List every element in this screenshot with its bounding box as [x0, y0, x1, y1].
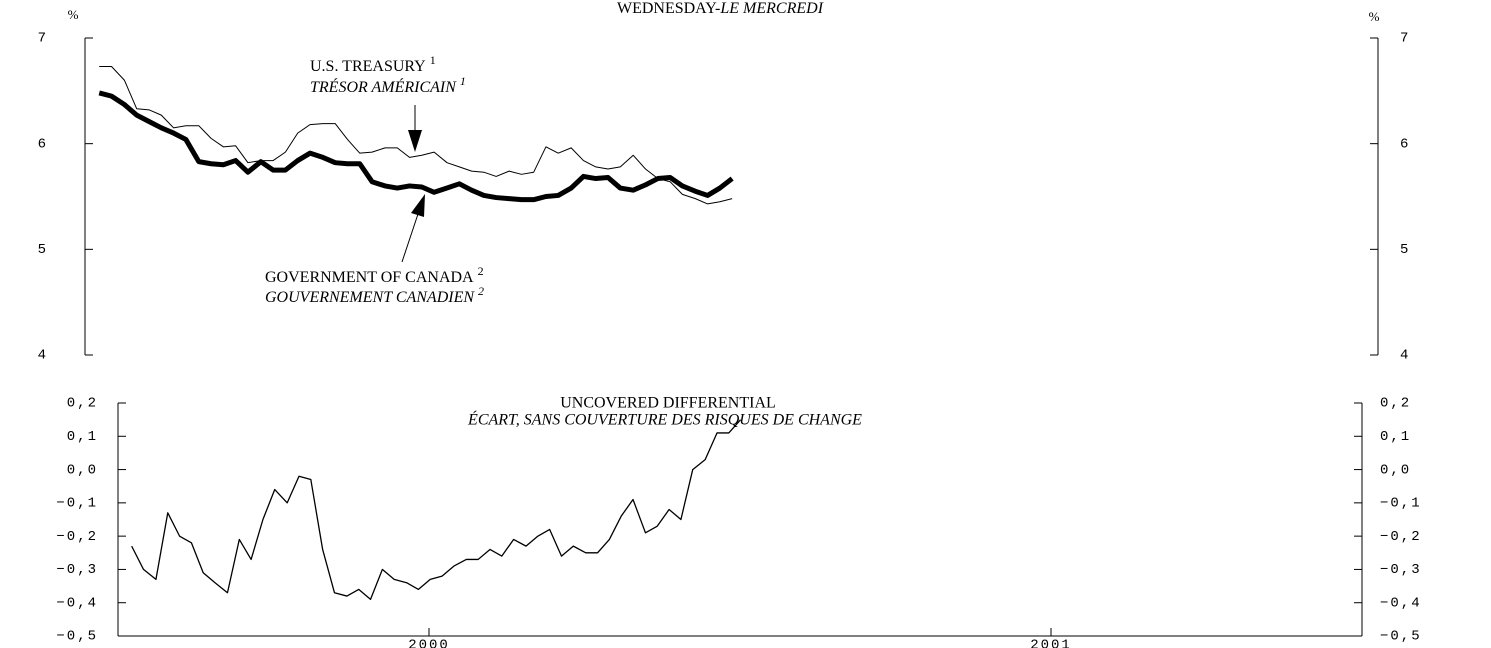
- x-tick-label: 2000: [408, 638, 450, 648]
- title-en: WEDNESDAY-: [617, 0, 720, 17]
- y-tick-label: −0,1: [56, 496, 98, 512]
- y-tick-label: 4: [1400, 348, 1410, 364]
- y-tick-label: 6: [1400, 136, 1410, 152]
- series-line: [98, 90, 734, 203]
- title-fr: LE MERCREDI: [719, 0, 823, 17]
- arrow-head: [408, 130, 422, 152]
- y-tick-label: 4: [38, 348, 48, 364]
- series-line: [99, 66, 733, 205]
- y-tick-label: −0,5: [56, 629, 98, 645]
- y-tick-label: −0,1: [1380, 496, 1422, 512]
- chart-title: WEDNESDAY-LE MERCREDI: [617, 0, 824, 17]
- y-tick-label: 0,1: [67, 429, 98, 445]
- y-tick-label: −0,4: [1380, 595, 1422, 611]
- unit-label: %: [1369, 9, 1380, 24]
- y-tick-label: 0,0: [1380, 462, 1411, 478]
- annotation: TRÉSOR AMÉRICAIN 1: [310, 74, 466, 96]
- annotation: GOUVERNEMENT CANADIEN 2: [265, 284, 484, 306]
- series-label: GOUVERNEMENT CANADIEN: [265, 289, 475, 306]
- y-tick-label: −0,3: [56, 562, 98, 578]
- y-tick-label: −0,3: [1380, 562, 1422, 578]
- arrow-head: [411, 194, 425, 217]
- y-tick-label: 0,2: [1380, 396, 1411, 412]
- note: 1: [460, 74, 466, 88]
- y-tick-label: −0,2: [1380, 529, 1422, 545]
- arrow: [401, 213, 419, 263]
- series-line: [131, 419, 742, 601]
- series-label: TRÉSOR AMÉRICAIN: [310, 77, 457, 96]
- chart-subtitle: ÉCART, SANS COUVERTURE DES RISQUES DE CH…: [467, 410, 862, 429]
- y-tick-label: 7: [1400, 31, 1410, 47]
- y-tick-label: 5: [38, 242, 48, 258]
- y-tick-label: −0,2: [56, 529, 98, 545]
- y-tick-label: 7: [38, 31, 48, 47]
- y-tick-label: −0,4: [56, 595, 98, 611]
- y-tick-label: 0,2: [67, 396, 98, 412]
- unit-label: %: [68, 7, 79, 22]
- y-tick-label: 5: [1400, 242, 1410, 258]
- y-tick-label: 0,1: [1380, 429, 1411, 445]
- y-tick-label: 6: [38, 136, 48, 152]
- y-tick-label: −0,5: [1380, 629, 1422, 645]
- x-tick-label: 2001: [1030, 638, 1072, 648]
- annotation: U.S. TREASURY 1: [310, 53, 436, 75]
- series-label: U.S. TREASURY: [310, 58, 426, 75]
- note: 1: [430, 53, 436, 67]
- y-tick-label: 0,0: [67, 462, 98, 478]
- chart-title: UNCOVERED DIFFERENTIAL: [560, 395, 776, 412]
- note: 2: [478, 264, 484, 278]
- annotation: GOVERNMENT OF CANADA 2: [265, 264, 484, 286]
- series-label: GOVERNMENT OF CANADA: [265, 269, 474, 286]
- note: 2: [478, 284, 484, 298]
